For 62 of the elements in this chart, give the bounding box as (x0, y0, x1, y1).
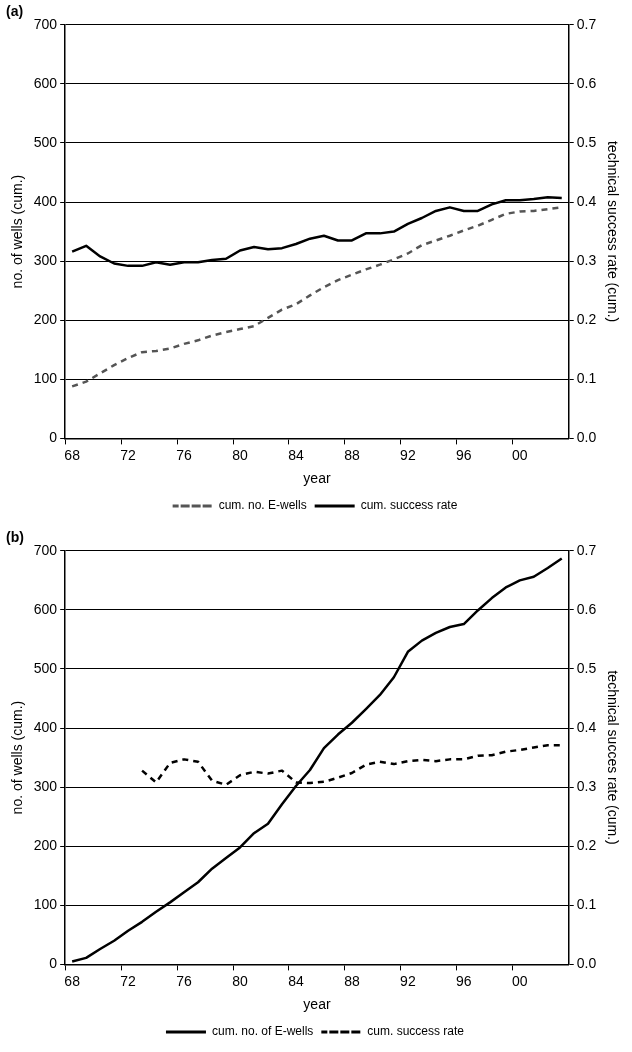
x-tick-label: 68 (64, 446, 81, 463)
y2-tick-label: 0.7 (576, 541, 597, 558)
y-tick-label: 200 (33, 837, 58, 854)
y2-tick-label: 0.5 (576, 659, 597, 676)
chart-title: (b) (6, 529, 24, 546)
y2-tick-label: 0.0 (576, 955, 597, 972)
y2-tick-label: 0.2 (576, 311, 597, 328)
legend-label: cum. no. of E-wells (211, 1024, 314, 1039)
y-tick-label: 700 (33, 15, 58, 32)
y2-tick-label: 0.4 (576, 192, 597, 209)
x-tick-label: 76 (176, 972, 193, 989)
x-axis-title: year (303, 996, 331, 1013)
x-tick-label: 72 (120, 972, 137, 989)
legend-label: cum. no. E-wells (218, 498, 307, 513)
y-tick-label: 300 (33, 778, 58, 794)
legend-label: cum. success rate (360, 498, 458, 513)
x-tick-label: 92 (400, 972, 416, 989)
y2-tick-label: 0.7 (576, 15, 597, 32)
x-tick-label: 80 (232, 446, 249, 463)
y2-tick-label: 0.1 (576, 896, 597, 913)
y-tick-label: 500 (33, 133, 58, 150)
y2-axis-title: technical succes rate (cum.) (604, 670, 621, 845)
y-tick-label: 300 (33, 252, 58, 268)
y-axis-title: no. of wells (cum.) (9, 700, 26, 815)
y-tick-label: 0 (49, 429, 58, 446)
y-tick-label: 600 (33, 74, 58, 91)
y-tick-label: 100 (33, 896, 58, 913)
x-axis-title: year (303, 470, 331, 487)
y2-tick-label: 0.3 (576, 252, 597, 268)
y-tick-label: 500 (33, 659, 58, 676)
x-tick-label: 84 (288, 972, 304, 989)
y-tick-label: 700 (33, 541, 58, 558)
y-tick-label: 200 (33, 311, 58, 328)
y-tick-label: 100 (33, 370, 58, 387)
x-tick-label: 88 (344, 972, 360, 989)
y2-tick-label: 0.1 (576, 370, 597, 387)
x-tick-label: 00 (511, 972, 528, 989)
x-tick-label: 68 (64, 972, 81, 989)
y2-tick-label: 0.5 (576, 133, 597, 150)
x-tick-label: 92 (400, 446, 416, 463)
y-tick-label: 400 (33, 718, 58, 735)
y2-axis-title: technical success rate (cum.) (604, 140, 621, 323)
x-tick-label: 96 (456, 446, 472, 463)
x-tick-label: 96 (456, 972, 472, 989)
y2-tick-label: 0.3 (576, 778, 597, 794)
y-tick-label: 400 (33, 192, 58, 209)
x-tick-label: 88 (344, 446, 360, 463)
x-tick-label: 76 (176, 446, 193, 463)
legend-label: cum. success rate (367, 1024, 465, 1039)
y2-tick-label: 0.6 (576, 74, 597, 91)
y-axis-title: no. of wells (cum.) (9, 174, 26, 289)
y2-tick-label: 0.2 (576, 837, 597, 854)
x-tick-label: 84 (288, 446, 304, 463)
x-tick-label: 00 (511, 446, 528, 463)
chart-title: (a) (6, 3, 24, 20)
y2-tick-label: 0.0 (576, 429, 597, 446)
y-tick-label: 600 (33, 600, 58, 617)
x-tick-label: 80 (232, 972, 249, 989)
y2-tick-label: 0.6 (576, 600, 597, 617)
y-tick-label: 0 (49, 955, 58, 972)
y2-tick-label: 0.4 (576, 718, 597, 735)
x-tick-label: 72 (120, 446, 137, 463)
